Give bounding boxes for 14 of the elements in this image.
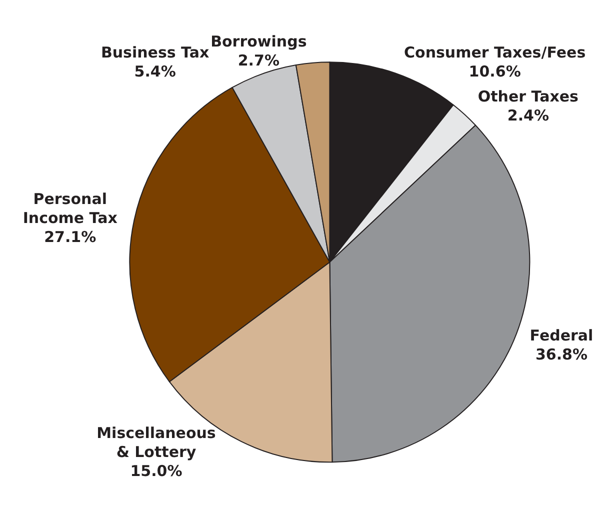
data-label: 15.0% <box>130 462 182 480</box>
data-label: 2.4% <box>507 106 549 124</box>
data-label: 5.4% <box>134 62 176 81</box>
slice-label: Borrowings <box>210 32 307 50</box>
data-label: 10.6% <box>468 62 521 80</box>
data-label: 36.8% <box>535 346 588 364</box>
slice-label: Business Tax <box>100 44 210 62</box>
slice-label: Consumer Taxes/Fees <box>404 43 586 62</box>
slice-label: Miscellaneous & Lottery <box>96 424 216 462</box>
data-label: 2.7% <box>238 51 280 70</box>
data-label: 27.1% <box>44 228 96 246</box>
slice-label: Other Taxes <box>478 87 579 106</box>
slice-label: Personal Income Tax <box>22 190 118 227</box>
slice-label: Federal <box>530 326 594 345</box>
